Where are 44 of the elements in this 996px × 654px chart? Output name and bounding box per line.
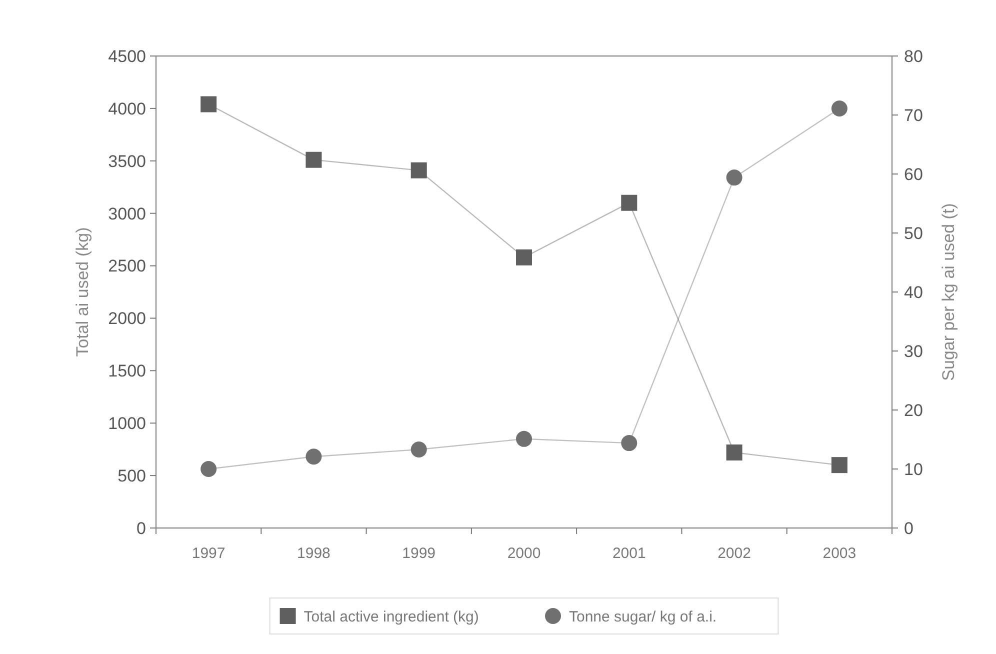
x-tick-label: 1998 [297,545,330,562]
point [831,100,848,117]
point [200,461,217,477]
point [621,435,638,452]
point [410,162,427,178]
y2-axis-title: Sugar per kg ai used (t) [939,203,958,381]
legend-label: Tonne sugar/ kg of a.i. [569,608,717,626]
y-tick-label: 0 [136,518,146,538]
y-tick-label: 500 [118,466,146,486]
x-tick-label: 2001 [612,545,646,562]
y2-tick-label: 20 [904,400,923,420]
y-tick-label: 4000 [108,99,146,118]
y-axis-title: Total ai used (kg) [73,227,92,357]
point [410,442,427,458]
y-tick-label: 2500 [108,256,146,276]
x-tick-label: 2000 [507,545,541,562]
y2-tick-label: 10 [904,460,923,479]
y2-tick-label: 60 [904,164,923,184]
y-tick-label: 3000 [108,204,146,224]
point [831,457,848,474]
y-tick-label: 1500 [108,362,146,381]
point [200,96,217,112]
point [726,170,742,186]
legend-label: Total active ingredient (kg) [304,608,479,626]
y-tick-label: 1000 [108,414,146,434]
y-tick-label: 3500 [108,152,146,171]
x-tick-label: 2003 [822,545,856,562]
x-tick-label: 1997 [192,545,226,562]
point [516,249,532,266]
y2-tick-label: 30 [904,342,923,361]
y2-tick-label: 80 [904,46,923,66]
y2-tick-label: 40 [904,282,923,302]
y-tick-label: 2000 [108,309,146,328]
point [516,430,532,447]
y2-tick-label: 0 [904,518,914,538]
point [621,194,638,211]
x-tick-label: 2002 [718,545,751,562]
point [726,444,742,460]
y2-tick-label: 50 [904,224,923,243]
x-tick-label: 1999 [402,545,436,562]
point [306,152,322,168]
y-tick-label: 4500 [108,46,146,66]
y2-tick-label: 70 [904,106,923,125]
point [306,448,322,465]
